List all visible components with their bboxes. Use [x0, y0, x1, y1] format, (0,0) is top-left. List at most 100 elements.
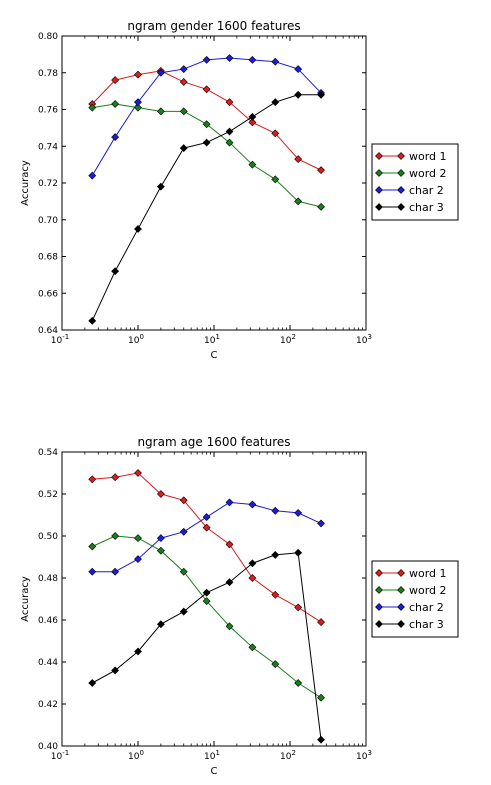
- data-point: [134, 647, 142, 656]
- x-tick-label: 103: [356, 749, 372, 762]
- data-point: [179, 107, 188, 116]
- data-point: [111, 473, 120, 482]
- legend-label: word 1: [409, 150, 447, 163]
- data-point: [111, 532, 120, 540]
- y-tick-label: 0.70: [38, 216, 58, 226]
- y-tick-label: 0.76: [38, 106, 58, 116]
- x-tick-exponent: 3: [367, 333, 371, 341]
- data-point: [88, 475, 97, 484]
- data-point: [179, 607, 188, 616]
- y-tick-label: 0.50: [38, 532, 58, 542]
- series-char-3: [88, 90, 325, 325]
- data-point: [179, 567, 188, 576]
- data-point: [248, 55, 257, 64]
- data-point: [225, 127, 234, 136]
- legend-marker: [375, 569, 383, 577]
- data-point: [134, 555, 142, 564]
- data-point: [225, 98, 234, 107]
- x-tick-label: 102: [280, 333, 296, 346]
- legend-marker: [397, 152, 405, 160]
- data-point: [202, 55, 211, 64]
- y-tick-label: 0.72: [38, 179, 58, 189]
- data-point: [271, 550, 280, 559]
- legend-marker: [375, 203, 383, 211]
- y-tick-label: 0.80: [38, 32, 58, 42]
- data-point: [225, 578, 234, 587]
- data-point: [225, 540, 234, 549]
- legend-label: word 1: [409, 567, 447, 580]
- data-point: [88, 316, 97, 325]
- y-tick-label: 0.54: [38, 448, 58, 458]
- data-point: [179, 78, 188, 86]
- series-word-2: [88, 100, 325, 211]
- data-point: [271, 129, 280, 138]
- data-point: [294, 548, 303, 557]
- legend-marker: [375, 603, 383, 611]
- data-point: [248, 643, 257, 652]
- data-point: [156, 490, 165, 498]
- legend-marker: [397, 620, 405, 628]
- legend-marker: [397, 169, 405, 177]
- x-tick-exponent: -1: [62, 749, 69, 757]
- y-tick-label: 0.78: [38, 69, 58, 79]
- data-point: [317, 735, 325, 744]
- data-point: [271, 506, 280, 515]
- data-point: [134, 534, 142, 543]
- chart-title: ngram gender 1600 features: [127, 19, 300, 33]
- chart-2: 0.40 0.42 0.44 0.46 0.48 0.50 0.52 0.54 1 0 -1 100 1…: [20, 435, 459, 777]
- x-tick-exponent: 1: [215, 749, 219, 757]
- legend-marker: [397, 586, 405, 594]
- x-tick-label: 100: [128, 333, 144, 346]
- series-char-3: [88, 548, 325, 744]
- y-axis-label: Accuracy: [20, 160, 31, 206]
- data-point: [248, 118, 257, 127]
- legend: word 1 word 2 char 2 char 3: [371, 143, 459, 221]
- data-point: [317, 90, 325, 99]
- data-point: [248, 500, 257, 509]
- data-point: [202, 588, 211, 597]
- data-point: [317, 693, 325, 702]
- data-point: [179, 65, 188, 73]
- x-tick-exponent: 2: [291, 333, 295, 341]
- data-point: [111, 76, 120, 85]
- legend-marker: [375, 586, 383, 594]
- series-word-2: [88, 532, 325, 702]
- legend-label: char 3: [409, 618, 444, 631]
- data-point: [111, 666, 120, 675]
- legend-marker: [375, 169, 383, 177]
- data-point: [156, 546, 165, 555]
- x-tick-exponent: -1: [62, 333, 69, 341]
- data-point: [156, 107, 165, 116]
- legend-item: char 2: [375, 601, 444, 614]
- y-tick-label: 0.40: [38, 742, 58, 752]
- data-point: [134, 469, 142, 477]
- legend-item: word 2: [375, 167, 447, 180]
- data-point: [202, 85, 211, 94]
- legend-label: char 2: [409, 184, 444, 197]
- plot-area: [61, 35, 367, 331]
- legend-marker: [375, 152, 383, 160]
- x-tick-label: 100: [128, 749, 144, 762]
- legend-marker: [397, 569, 405, 577]
- legend-label: char 2: [409, 601, 444, 614]
- legend-marker: [397, 186, 405, 194]
- chart-1: 0.64 0.66 0.68 0.70 0.72 0.74 0.76 0.78 0.80 1 0 -1…: [20, 19, 459, 361]
- x-tick-exponent: 1: [215, 333, 219, 341]
- data-point: [271, 175, 280, 184]
- data-point: [88, 103, 97, 112]
- x-tick-label: 101: [204, 749, 220, 762]
- data-point: [317, 618, 325, 627]
- data-point: [88, 567, 97, 576]
- y-tick-label: 0.66: [38, 289, 58, 299]
- data-point: [202, 138, 211, 147]
- legend-marker: [375, 620, 383, 628]
- data-point: [111, 133, 120, 141]
- data-point: [294, 65, 303, 73]
- data-point: [134, 98, 142, 107]
- data-point: [134, 70, 142, 79]
- legend-label: word 2: [409, 584, 447, 597]
- x-tick-exponent: 3: [367, 749, 371, 757]
- data-point: [156, 182, 165, 191]
- chart-title: ngram age 1600 features: [137, 435, 290, 449]
